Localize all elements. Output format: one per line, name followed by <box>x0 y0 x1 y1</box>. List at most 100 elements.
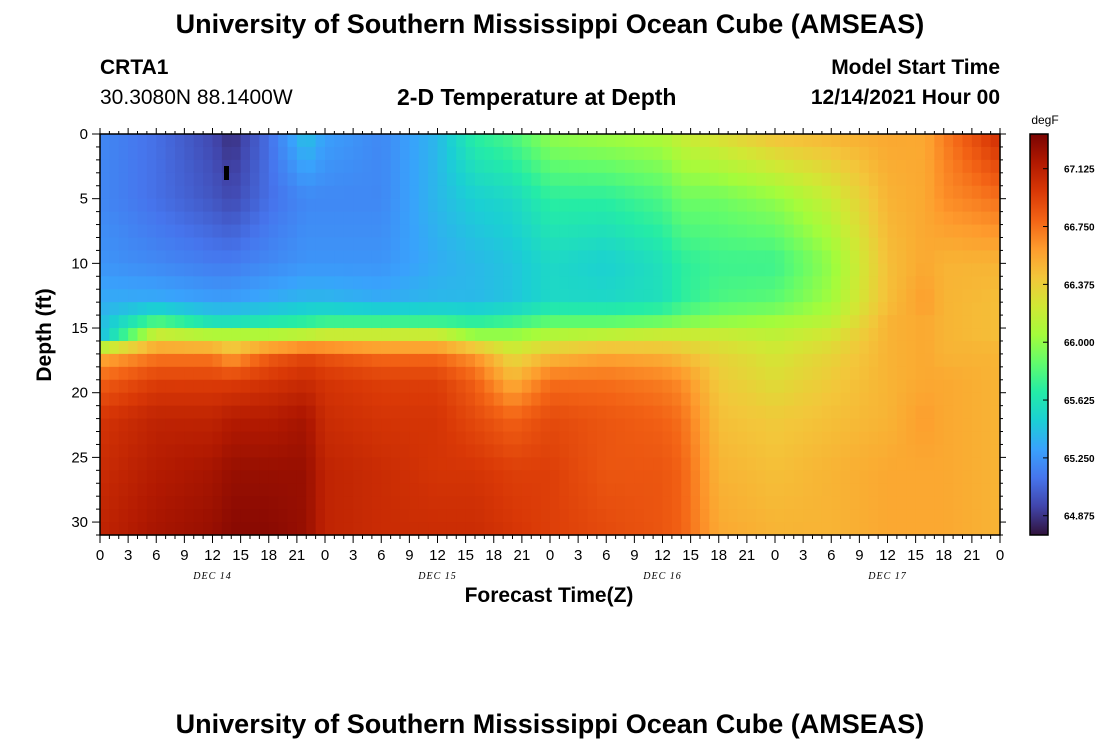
heatmap-cell <box>925 146 935 161</box>
heatmap-cell <box>775 509 785 523</box>
heatmap-cell <box>840 431 851 446</box>
heatmap-cell <box>128 353 139 368</box>
heatmap-cell <box>343 302 354 316</box>
heatmap-cell <box>718 418 729 433</box>
colorbar-tick-label: 65.250 <box>1064 454 1095 465</box>
heatmap-cell <box>784 392 795 407</box>
heatmap-cell <box>971 509 982 523</box>
heatmap-cell <box>596 405 607 420</box>
heatmap-cell <box>775 198 785 213</box>
heatmap-cell <box>165 457 176 471</box>
heatmap-cell <box>831 328 842 342</box>
heatmap-cell <box>221 289 232 303</box>
heatmap-cell <box>925 392 935 407</box>
heatmap-cell <box>268 379 279 394</box>
heatmap-cell <box>503 198 514 213</box>
heatmap-cell <box>906 237 917 252</box>
heatmap-cell <box>625 263 635 277</box>
heatmap-cell <box>212 431 223 446</box>
colorbar-tick-label: 67.125 <box>1064 165 1095 176</box>
heatmap-cell <box>878 276 889 290</box>
heatmap-cell <box>803 159 814 174</box>
heatmap-cell <box>568 159 579 174</box>
heatmap-cell <box>803 340 814 355</box>
heatmap-cell <box>137 470 148 484</box>
heatmap-cell <box>840 185 851 200</box>
heatmap-cell <box>709 224 720 239</box>
heatmap-cell <box>296 185 307 200</box>
heatmap-cell <box>962 405 973 420</box>
heatmap-cell <box>850 431 860 446</box>
heatmap-cell <box>268 263 279 277</box>
heatmap-cell <box>400 302 410 316</box>
heatmap-cell <box>259 340 270 355</box>
heatmap-cell <box>250 146 260 161</box>
heatmap-cell <box>221 134 232 148</box>
heatmap-cell <box>756 237 767 252</box>
heatmap-cell <box>221 276 232 290</box>
heatmap-cell <box>943 522 954 536</box>
heatmap-cell <box>718 211 729 226</box>
heatmap-cell <box>850 340 860 355</box>
heatmap-cell <box>128 302 139 316</box>
heatmap-cell <box>859 496 870 510</box>
heatmap-cell <box>765 134 776 148</box>
heatmap-cell <box>681 315 692 329</box>
heatmap-cell <box>840 392 851 407</box>
heatmap-cell <box>746 198 757 213</box>
heatmap-cell <box>306 315 317 329</box>
heatmap-cell <box>606 211 617 226</box>
heatmap-cell <box>550 328 560 342</box>
heatmap-cell <box>203 302 214 316</box>
heatmap-cell <box>212 483 223 497</box>
heatmap-cell <box>775 366 785 381</box>
heatmap-cell <box>231 379 242 394</box>
y-tick-label: 30 <box>71 514 88 531</box>
heatmap-cell <box>128 470 139 484</box>
heatmap-cell <box>100 483 110 497</box>
heatmap-cell <box>287 366 298 381</box>
heatmap-cell <box>765 522 776 536</box>
heatmap-cell <box>718 483 729 497</box>
heatmap-cell <box>775 444 785 458</box>
heatmap-cell <box>465 340 476 355</box>
heatmap-cell <box>840 224 851 239</box>
heatmap-cell <box>287 146 298 161</box>
heatmap-cell <box>278 379 289 394</box>
heatmap-cell <box>259 444 270 458</box>
heatmap-cell <box>371 353 382 368</box>
heatmap-cell <box>578 289 589 303</box>
heatmap-cell <box>803 172 814 187</box>
heatmap-cell <box>371 431 382 446</box>
heatmap-cell <box>821 159 832 174</box>
heatmap-cell <box>746 431 757 446</box>
heatmap-cell <box>296 431 307 446</box>
heatmap-cell <box>962 302 973 316</box>
heatmap-cell <box>156 159 167 174</box>
heatmap-cell <box>690 379 701 394</box>
heatmap-cell <box>634 276 645 290</box>
heatmap-cell <box>109 185 120 200</box>
heatmap-cell <box>906 198 917 213</box>
heatmap-cell <box>437 159 448 174</box>
heatmap-cell <box>512 289 523 303</box>
heatmap-cell <box>662 224 673 239</box>
heatmap-cell <box>400 211 410 226</box>
heatmap-cell <box>418 134 429 148</box>
heatmap-cell <box>221 444 232 458</box>
heatmap-cell <box>550 263 560 277</box>
heatmap-cell <box>559 263 570 277</box>
heatmap-cell <box>456 302 467 316</box>
heatmap-cell <box>878 483 889 497</box>
heatmap-cell <box>653 302 664 316</box>
heatmap-cell <box>446 328 457 342</box>
heatmap-cell <box>990 340 1001 355</box>
heatmap-cell <box>465 405 476 420</box>
heatmap-cell <box>981 315 992 329</box>
heatmap-cell <box>175 470 185 484</box>
heatmap-cell <box>643 405 654 420</box>
heatmap-cell <box>756 457 767 471</box>
heatmap-cell <box>878 366 889 381</box>
heatmap-cell <box>428 405 439 420</box>
heatmap-cell <box>493 328 504 342</box>
